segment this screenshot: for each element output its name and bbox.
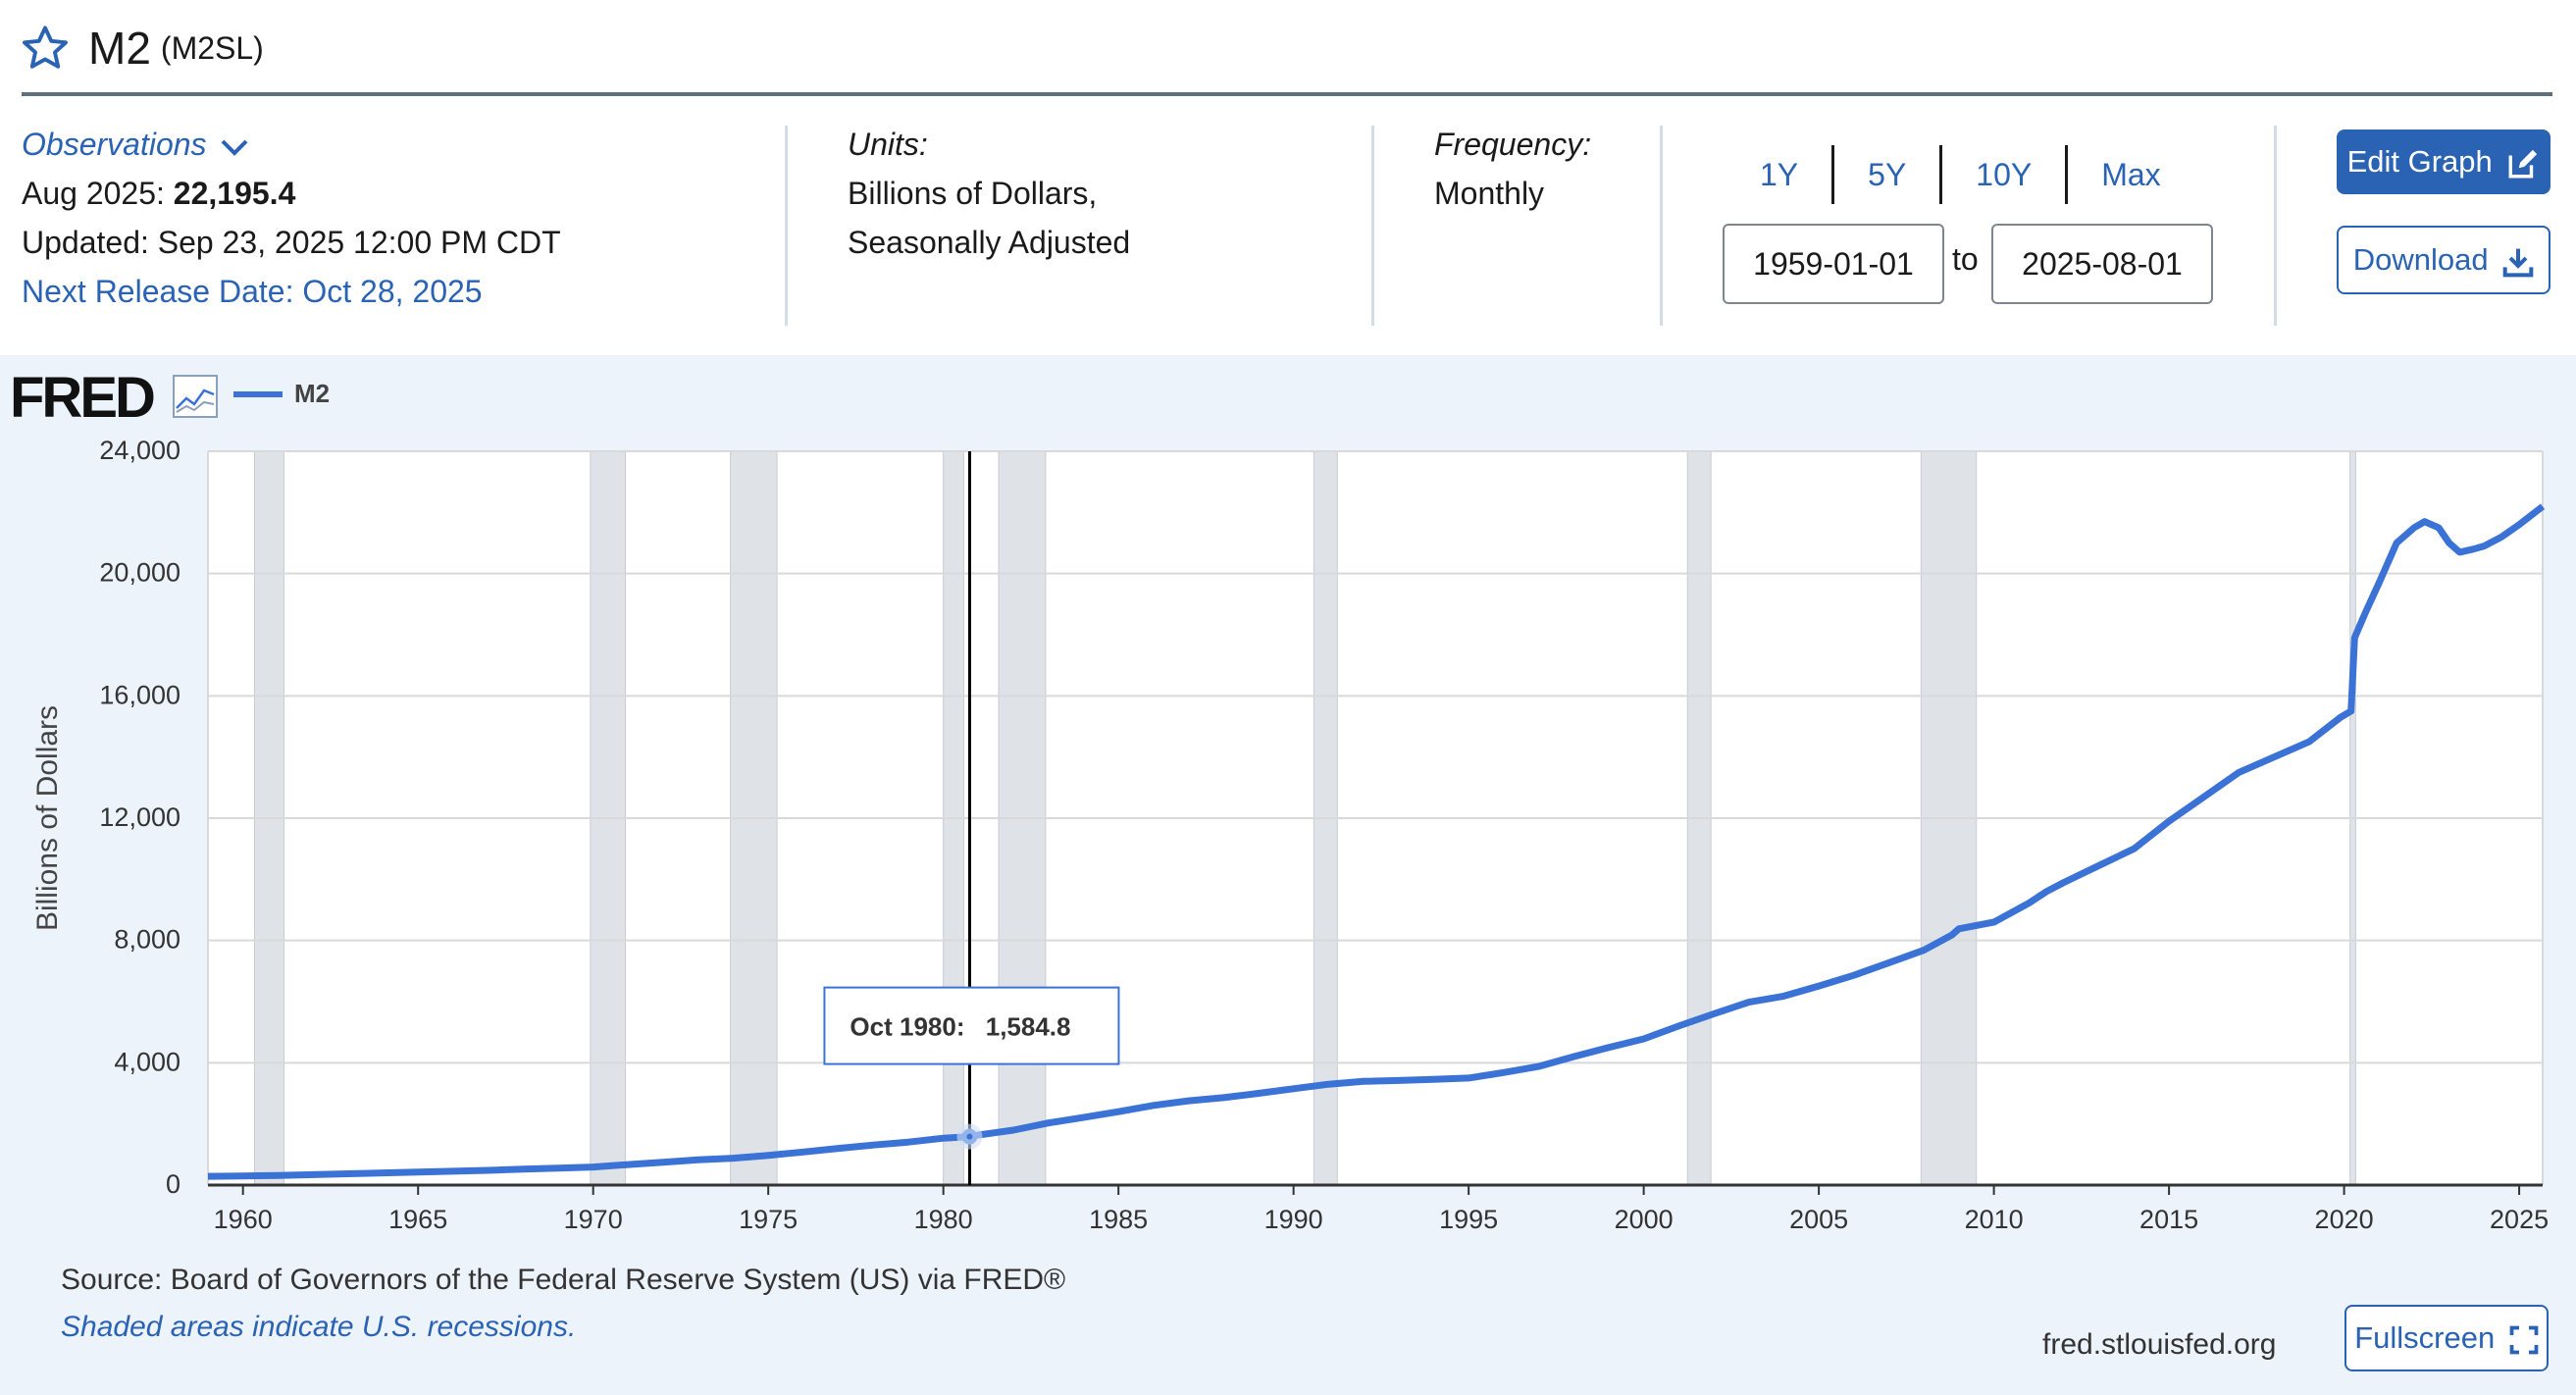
frequency-value: Monthly (1434, 176, 1545, 211)
observations-label: Observations (22, 127, 207, 162)
tooltip: Oct 1980: 1,584.8 (823, 986, 1120, 1065)
x-tick-label: 1970 (564, 1205, 623, 1234)
y-tick-label: 12,000 (99, 802, 180, 832)
divider (1660, 126, 1663, 326)
units-line2: Seasonally Adjusted (848, 225, 1131, 260)
start-date-input[interactable]: 1959-01-01 (1723, 224, 1944, 304)
frequency-label: Frequency: (1434, 127, 1592, 162)
hover-point (956, 1123, 983, 1150)
divider (1371, 126, 1374, 326)
y-tick-label: 8,000 (114, 925, 180, 955)
tooltip-text: Oct 1980: 1,584.8 (850, 1012, 1070, 1042)
source-note: Source: Board of Governors of the Federa… (61, 1264, 1066, 1296)
chart-legend: M2 (233, 379, 330, 409)
title-row: M2 (M2SL) (20, 14, 264, 82)
header-panel: M2 (M2SL) Observations Aug 2025: 22,195.… (0, 0, 2576, 355)
series-id: (M2SL) (160, 29, 264, 66)
next-release-link[interactable]: Next Release Date: Oct 28, 2025 (22, 274, 483, 309)
x-tick-label: 2025 (2490, 1205, 2549, 1234)
range-buttons: 1Y 5Y 10Y Max (1726, 145, 2194, 204)
page-title: M2 (88, 23, 151, 74)
range-max-button[interactable]: Max (2101, 157, 2161, 192)
observations-dropdown[interactable]: Observations (22, 120, 561, 169)
observation-value: 22,195.4 (173, 176, 296, 211)
range-5y-button[interactable]: 5Y (1834, 145, 1943, 204)
recession-note: Shaded areas indicate U.S. recessions. (61, 1311, 577, 1343)
frequency-block: Frequency: Monthly (1434, 120, 1591, 218)
units-block: Units: Billions of Dollars, Seasonally A… (848, 120, 1130, 267)
x-tick-label: 2010 (1965, 1205, 2024, 1234)
site-url: fred.stlouisfed.org (2042, 1328, 2277, 1361)
x-tick-label: 2005 (1789, 1205, 1848, 1234)
edit-icon (2508, 149, 2538, 179)
y-tick-label: 0 (166, 1169, 180, 1199)
latest-observation: Aug 2025: 22,195.4 (22, 169, 561, 218)
tooltip-value: 1,584.8 (986, 1012, 1071, 1042)
units-line1: Billions of Dollars, (848, 176, 1098, 211)
download-button[interactable]: Download (2337, 226, 2550, 294)
edit-graph-button[interactable]: Edit Graph (2337, 129, 2550, 194)
divider (785, 126, 788, 326)
download-icon (2502, 248, 2534, 278)
download-label: Download (2352, 242, 2489, 277)
x-tick-label: 1980 (914, 1205, 973, 1234)
x-tick-label: 1965 (388, 1205, 447, 1234)
y-tick-label: 16,000 (99, 680, 180, 709)
range-1y-button[interactable]: 1Y (1726, 145, 1835, 204)
divider (2274, 126, 2277, 326)
star-icon[interactable] (20, 23, 71, 74)
x-tick-label: 1990 (1264, 1205, 1323, 1234)
x-tick-label: 1995 (1439, 1205, 1498, 1234)
x-tick-label: 2000 (1615, 1205, 1674, 1234)
y-tick-label: 24,000 (99, 436, 180, 465)
x-tick-label: 2020 (2315, 1205, 2374, 1234)
line-chart-icon (173, 375, 218, 418)
legend-label: M2 (294, 379, 331, 408)
edit-graph-label: Edit Graph (2346, 144, 2493, 179)
tooltip-box (823, 986, 1120, 1065)
units-label: Units: (848, 127, 928, 162)
fullscreen-icon (2509, 1325, 2539, 1355)
fullscreen-button[interactable]: Fullscreen (2344, 1305, 2549, 1371)
x-tick-label: 1975 (739, 1205, 798, 1234)
legend-swatch (233, 390, 283, 397)
x-tick-label: 1985 (1089, 1205, 1148, 1234)
fred-logo[interactable]: FRED (10, 366, 156, 430)
x-tick-label: 1960 (214, 1205, 273, 1234)
tooltip-date: Oct 1980: (850, 1012, 964, 1042)
y-tick-label: 20,000 (99, 558, 180, 588)
x-tick-label: 2015 (2139, 1205, 2198, 1234)
series-line-m2 (207, 503, 2546, 1180)
range-10y-button[interactable]: 10Y (1942, 145, 2069, 204)
y-axis-label: Billions of Dollars (31, 705, 64, 931)
updated-text: Updated: Sep 23, 2025 12:00 PM CDT (22, 225, 561, 260)
date-range-to: to (1952, 241, 1979, 277)
end-date-input[interactable]: 2025-08-01 (1991, 224, 2213, 304)
chevron-down-icon (222, 139, 248, 156)
title-divider (22, 92, 2552, 96)
fullscreen-label: Fullscreen (2354, 1320, 2496, 1355)
y-tick-label: 4,000 (114, 1047, 180, 1076)
observation-date: Aug 2025: (22, 176, 165, 211)
observations-block: Observations Aug 2025: 22,195.4 Updated:… (22, 120, 561, 316)
